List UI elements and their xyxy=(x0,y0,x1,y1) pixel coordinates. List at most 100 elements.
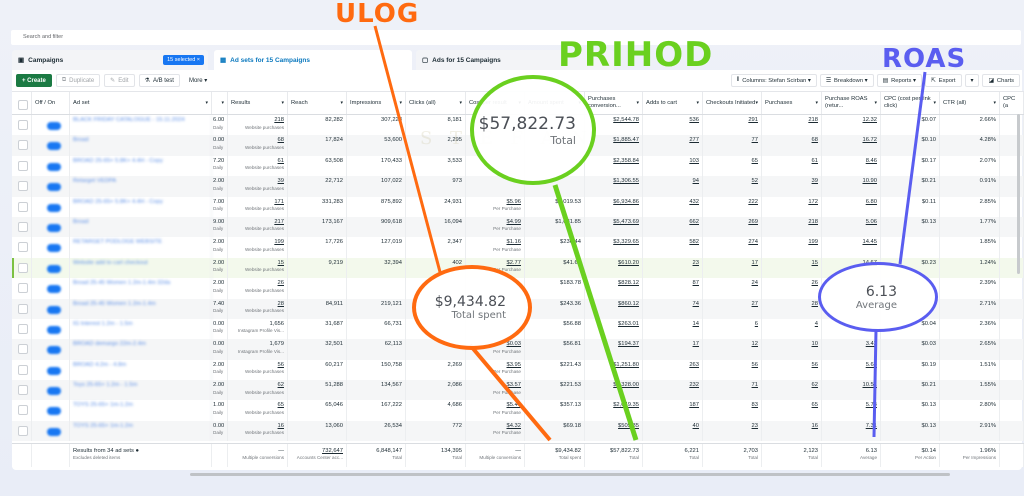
column-header[interactable]: Results ▾ xyxy=(228,92,288,114)
pcv-value[interactable]: $2,358.84 xyxy=(613,157,639,164)
row-checkbox[interactable] xyxy=(18,221,28,232)
horizontal-scrollbar[interactable] xyxy=(190,473,950,476)
results-value[interactable]: 199 xyxy=(274,239,284,246)
column-header[interactable]: Purchases conversion... ▾ xyxy=(585,92,643,114)
atc-value[interactable]: 277 xyxy=(689,137,699,144)
results-value[interactable]: 15 xyxy=(277,259,284,266)
atc-value[interactable]: 87 xyxy=(692,280,699,287)
ad-set-name-link[interactable]: BROAD demargo 22m-2.4m xyxy=(70,339,212,360)
atc-value[interactable]: 23 xyxy=(692,259,699,266)
columns-button[interactable]: ⦀ Columns: Stefan Scirban ▾ xyxy=(730,74,817,87)
cpr-value[interactable]: $3.95 xyxy=(506,361,521,368)
cpr-value[interactable]: $5.49 xyxy=(506,402,521,409)
pur-value[interactable]: 68 xyxy=(811,137,818,144)
cpr-value[interactable]: $2.77 xyxy=(506,259,521,266)
column-header[interactable]: Off / On xyxy=(32,92,70,114)
pcv-value[interactable]: $6,934.86 xyxy=(613,198,639,205)
atc-value[interactable]: 74 xyxy=(692,300,699,307)
pur-value[interactable]: 39 xyxy=(811,178,818,185)
roas-value[interactable]: 10.51 xyxy=(862,382,877,389)
pcv-value[interactable]: $2,328.00 xyxy=(613,382,639,389)
sort-caret-icon[interactable]: ▾ xyxy=(399,100,402,106)
roas-value[interactable]: 5.74 xyxy=(865,402,877,409)
atc-value[interactable]: 263 xyxy=(689,361,699,368)
results-value[interactable]: 171 xyxy=(274,198,284,205)
row-checkbox[interactable] xyxy=(18,242,28,253)
table-row[interactable]: RETARGET PODLOGE WEBSITE 2.00 Daily 199 Webs… xyxy=(12,237,1024,258)
column-header[interactable]: Clicks (all) ▾ xyxy=(406,92,466,114)
pur-value[interactable]: 56 xyxy=(811,361,818,368)
roas-value[interactable]: 8.46 xyxy=(865,157,877,164)
row-checkbox[interactable] xyxy=(18,140,28,151)
reports-button[interactable]: ▤ Reports ▾ xyxy=(876,74,922,87)
co-value[interactable]: 71 xyxy=(751,382,758,389)
info-icon[interactable]: ● xyxy=(133,448,140,454)
atc-value[interactable]: 232 xyxy=(689,382,699,389)
column-header[interactable]: Ad set ▾ xyxy=(70,92,212,114)
export-button[interactable]: ⇱ Export xyxy=(924,74,962,87)
ad-set-name-link[interactable]: Toys 25-65+ 1.2m - 1.5m xyxy=(70,380,212,401)
row-checkbox[interactable] xyxy=(18,283,28,294)
pcv-value[interactable]: $2,544.78 xyxy=(613,117,639,123)
table-row[interactable]: Broad 9.00 Daily 217 Website purchases 173,16… xyxy=(12,216,1024,238)
atc-value[interactable]: 187 xyxy=(689,402,699,409)
on-off-toggle[interactable] xyxy=(47,183,61,192)
column-header[interactable]: Adds to cart ▾ xyxy=(643,92,703,114)
co-value[interactable]: 23 xyxy=(751,422,758,429)
atc-value[interactable]: 582 xyxy=(689,239,699,246)
table-row[interactable]: BROAD 25-65+ 5.8K+ 4.4H - Copy 7.00 Daily 1… xyxy=(12,196,1024,217)
co-value[interactable]: 269 xyxy=(748,218,758,225)
vertical-scrollbar[interactable] xyxy=(1017,114,1020,274)
ab-test-button[interactable]: ⚗ A/B test xyxy=(138,74,180,87)
sort-caret-icon[interactable]: ▾ xyxy=(755,100,758,106)
co-value[interactable]: 222 xyxy=(748,198,758,205)
on-off-toggle[interactable] xyxy=(47,366,61,375)
results-value[interactable]: 61 xyxy=(277,157,284,164)
row-checkbox[interactable] xyxy=(18,160,28,171)
pur-value[interactable]: 15 xyxy=(811,259,818,266)
pcv-value[interactable]: $1,885.47 xyxy=(613,137,639,144)
ad-set-name-link[interactable]: BROAD 4.2m - 4.8m xyxy=(70,359,212,381)
results-value[interactable]: 56 xyxy=(277,361,284,368)
select-all-checkbox[interactable] xyxy=(18,99,28,110)
tab-ad-sets[interactable]: ▦ Ad sets for 15 Campaigns xyxy=(214,50,412,70)
pur-value[interactable]: 16 xyxy=(811,422,818,429)
pur-value[interactable]: 26 xyxy=(811,280,818,287)
ad-set-name-link[interactable]: BLACK FRIDAY CATALOGUE - 15.11.2024 xyxy=(70,115,212,136)
duplicate-button[interactable]: ⧉ Duplicate xyxy=(55,74,101,87)
sort-caret-icon[interactable]: ▾ xyxy=(281,100,284,106)
atc-value[interactable]: 662 xyxy=(689,218,699,225)
results-value[interactable]: 26 xyxy=(277,280,284,287)
row-checkbox[interactable] xyxy=(18,364,28,375)
sort-caret-icon[interactable]: ▾ xyxy=(221,100,224,106)
atc-value[interactable]: 103 xyxy=(689,157,699,164)
row-checkbox[interactable] xyxy=(18,201,28,212)
pur-value[interactable]: 4 xyxy=(814,320,818,327)
cpr-value[interactable]: $5.96 xyxy=(506,198,521,205)
sort-caret-icon[interactable]: ▾ xyxy=(205,100,208,106)
on-off-toggle[interactable] xyxy=(47,346,61,355)
cpr-value[interactable]: $1.16 xyxy=(506,239,521,246)
pcv-value[interactable]: $828.12 xyxy=(618,280,639,287)
cpr-value[interactable]: $4.32 xyxy=(506,422,521,429)
on-off-toggle[interactable] xyxy=(47,142,61,151)
sort-caret-icon[interactable]: ▾ xyxy=(933,100,936,106)
on-off-toggle[interactable] xyxy=(47,203,61,212)
total-value[interactable]: 732,647 xyxy=(322,448,343,454)
roas-value[interactable]: 12.32 xyxy=(862,117,877,123)
ad-set-name-link[interactable]: IG Interest 1.2m - 1.5m xyxy=(70,318,212,340)
on-off-toggle[interactable] xyxy=(47,122,61,130)
ad-set-name-link[interactable]: Broad 25-45 Women 1.2m-1.4m xyxy=(70,298,212,319)
on-off-toggle[interactable] xyxy=(47,427,61,436)
ad-set-name-link[interactable]: RETARGET PODLOGE WEBSITE xyxy=(70,237,212,258)
column-header[interactable]: Impressions ▾ xyxy=(347,92,406,114)
co-value[interactable]: 6 xyxy=(754,320,758,327)
results-value[interactable]: 39 xyxy=(277,178,284,185)
export-dropdown[interactable]: ▾ xyxy=(964,74,980,87)
column-header[interactable]: Purchase ROAS (retur... ▾ xyxy=(822,92,881,114)
atc-value[interactable]: 536 xyxy=(689,117,699,123)
results-value[interactable]: 16 xyxy=(277,422,284,429)
column-header[interactable]: CPC (a xyxy=(1000,92,1024,114)
on-off-toggle[interactable] xyxy=(47,162,61,171)
on-off-toggle[interactable] xyxy=(47,407,61,416)
